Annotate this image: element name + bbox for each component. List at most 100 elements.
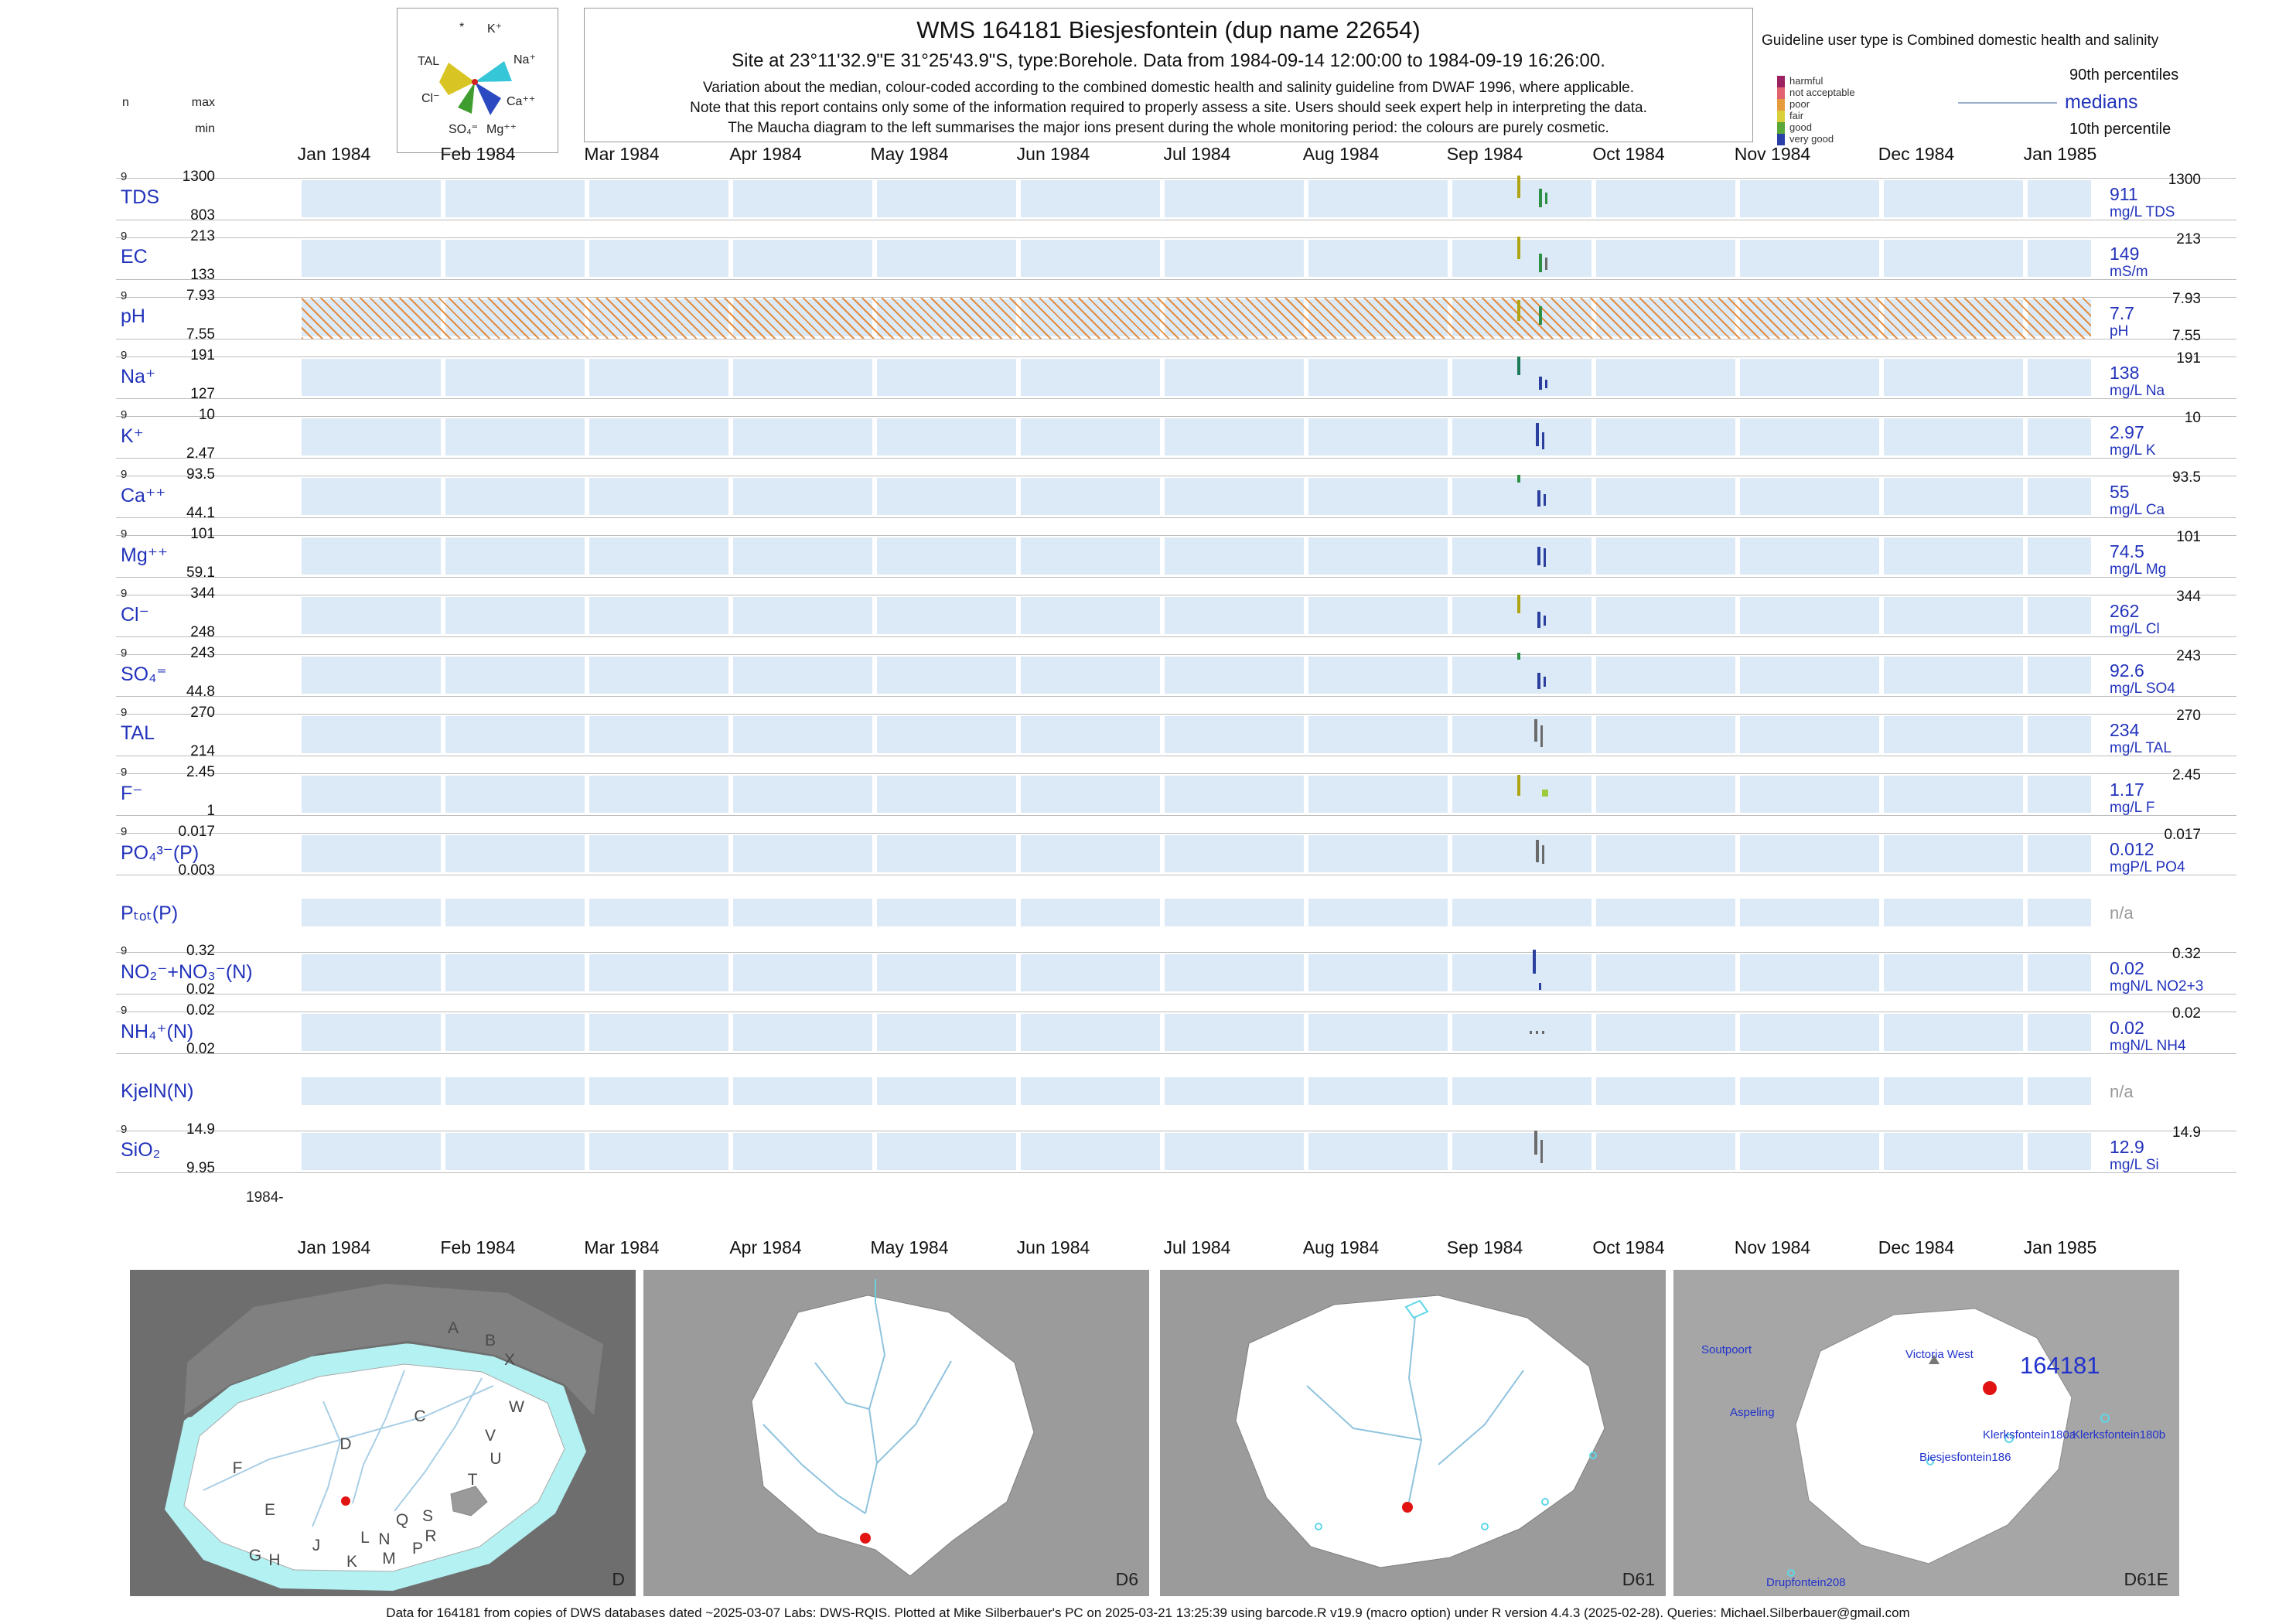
site-info-line: Site at 23°11'32.9"E 31°25'43.9"S, type:… <box>732 50 1605 71</box>
sample-count: 9 <box>121 647 128 660</box>
month-cell <box>1452 1014 1592 1051</box>
month-cell <box>1165 1077 1304 1105</box>
right-max: 243 <box>2176 648 2201 664</box>
waterbody-dot <box>1315 1523 1322 1530</box>
col-header-max: max <box>191 96 215 109</box>
region-letter: E <box>264 1501 276 1519</box>
month-cell <box>445 1133 585 1170</box>
month-label-top: Jan 1985 <box>2023 144 2097 164</box>
month-cell <box>1596 240 1735 277</box>
month-cell <box>1452 240 1592 277</box>
median-value: 12.9 <box>2110 1137 2144 1157</box>
median-value: 234 <box>2110 720 2140 740</box>
month-cell <box>1596 776 1735 813</box>
max-line <box>116 237 2236 238</box>
month-label-top: Jan 1984 <box>297 144 371 164</box>
guideline-range-hatch <box>302 298 2091 339</box>
month-cell <box>302 776 441 813</box>
month-cell <box>1452 597 1592 634</box>
region-letter: B <box>484 1332 496 1349</box>
right-max: 0.32 <box>2172 946 2201 962</box>
month-cell <box>589 180 728 217</box>
sample-count: 9 <box>121 1004 128 1017</box>
month-cell <box>1740 240 1879 277</box>
param-label: TDS <box>121 186 159 208</box>
month-cell <box>445 716 585 753</box>
month-cell <box>733 899 872 926</box>
region-letter: R <box>425 1527 437 1545</box>
month-cell <box>1884 597 2023 634</box>
region-letter: U <box>490 1450 502 1468</box>
param-row-nh4: 9 0.02 NH₄⁺(N) 0.02 0.02 0.02 mgN/L NH4 <box>0 1002 2296 1063</box>
month-cell <box>1884 359 2023 396</box>
param-label: TAL <box>121 722 155 744</box>
month-cell <box>1452 899 1592 926</box>
month-cell <box>1308 1014 1448 1051</box>
max-line <box>116 833 2236 834</box>
maucha-svg <box>439 61 512 115</box>
month-cell <box>589 537 728 575</box>
month-cell <box>877 478 1016 515</box>
month-cell <box>589 1077 728 1105</box>
lesotho-shape <box>450 1486 488 1517</box>
month-label-top: Mar 1984 <box>584 144 660 164</box>
median-value: 1.17 <box>2110 780 2144 800</box>
data-mark <box>1544 494 1546 506</box>
region-letter: L <box>360 1529 370 1547</box>
param-max: 213 <box>190 228 215 244</box>
sample-count: 9 <box>121 766 128 779</box>
right-max: 213 <box>2176 231 2201 247</box>
month-cell <box>1884 418 2023 455</box>
month-cell <box>2028 1133 2091 1170</box>
param-min: 214 <box>190 743 215 759</box>
month-cell <box>877 1077 1016 1105</box>
param-label: KjelN(N) <box>121 1080 194 1102</box>
param-label: Mg⁺⁺ <box>121 544 169 566</box>
waterbody-dot <box>1541 1498 1549 1506</box>
month-cell <box>1021 657 1160 694</box>
param-row-na: 9 191 Na⁺ 127 191 138 mg/L Na <box>0 347 2296 408</box>
maucha-ion-label: Ca⁺⁺ <box>507 95 536 108</box>
min-line <box>116 994 2236 995</box>
month-cell <box>1452 359 1592 396</box>
month-cell <box>1165 418 1304 455</box>
region-letter: X <box>503 1351 516 1369</box>
month-cell <box>445 776 585 813</box>
data-mark <box>1545 258 1547 271</box>
month-cell <box>302 597 441 634</box>
min-line <box>116 815 2236 816</box>
month-cell <box>1884 657 2023 694</box>
median-value: 55 <box>2110 482 2130 502</box>
month-cell <box>2028 180 2091 217</box>
param-max: 14.9 <box>186 1121 215 1138</box>
month-label-top: Aug 1984 <box>1302 144 1380 164</box>
param-row-sio2: 9 14.9 SiO₂ 9.95 14.9 12.9 mg/L Si <box>0 1121 2296 1182</box>
month-cell <box>445 418 585 455</box>
param-label: NH₄⁺(N) <box>121 1021 194 1042</box>
za-map-svg <box>130 1270 636 1596</box>
month-cell <box>1165 537 1304 575</box>
month-cell <box>1165 180 1304 217</box>
site-number-label: 164181 <box>2020 1352 2100 1379</box>
p90-percentiles-label: 90th percentiles <box>2069 67 2179 84</box>
median-value: 138 <box>2110 363 2140 383</box>
month-cell <box>1165 359 1304 396</box>
unit-label: mgN/L NH4 <box>2110 1038 2186 1054</box>
data-mark <box>1545 193 1547 204</box>
month-cell <box>1884 537 2023 575</box>
param-min: 44.8 <box>186 684 215 700</box>
region-letter: V <box>484 1427 496 1445</box>
region-letter: N <box>378 1530 391 1548</box>
month-cell <box>1452 537 1592 575</box>
median-value: 0.02 <box>2110 958 2144 978</box>
min-line <box>116 458 2236 459</box>
p10-percentile-label: 10th percentile <box>2069 121 2171 138</box>
unit-label: mg/L Mg <box>2110 561 2167 578</box>
sample-count: 9 <box>121 587 128 600</box>
month-cell <box>2028 240 2091 277</box>
na-value: n/a <box>2110 1082 2134 1101</box>
month-cell <box>1740 597 1879 634</box>
month-cell <box>2028 716 2091 753</box>
min-line <box>116 1053 2236 1054</box>
month-cell <box>1165 657 1304 694</box>
